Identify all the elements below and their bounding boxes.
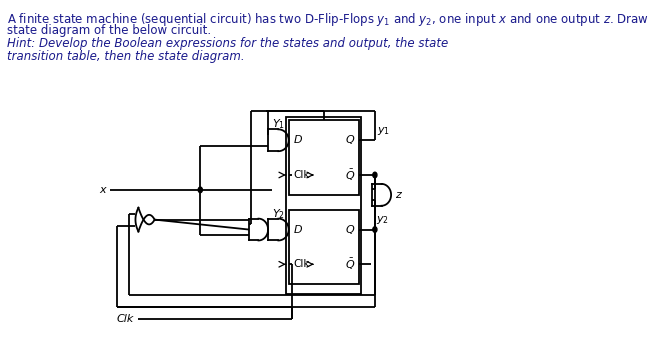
- Text: Clk: Clk: [294, 170, 310, 180]
- Text: $Y_2$: $Y_2$: [272, 207, 285, 220]
- Circle shape: [373, 172, 377, 178]
- Text: D: D: [294, 225, 302, 235]
- Text: $y_1$: $y_1$: [377, 125, 390, 137]
- Text: $\bar{Q}$: $\bar{Q}$: [345, 167, 356, 183]
- Text: Clk: Clk: [117, 314, 134, 324]
- Text: D: D: [294, 135, 302, 145]
- Text: $\bar{Q}$: $\bar{Q}$: [345, 257, 356, 272]
- Text: Q: Q: [345, 225, 354, 235]
- Text: z: z: [395, 190, 400, 200]
- Text: x: x: [99, 185, 106, 195]
- Text: Clk: Clk: [294, 259, 310, 269]
- Bar: [289, 210, 359, 284]
- Circle shape: [373, 227, 377, 232]
- Text: transition table, then the state diagram.: transition table, then the state diagram…: [7, 50, 245, 63]
- Text: $y_2$: $y_2$: [376, 214, 389, 226]
- Bar: [289, 120, 359, 195]
- Text: A finite state machine (sequential circuit) has two D-Flip-Flops $y_1$ and $y_2$: A finite state machine (sequential circu…: [7, 11, 649, 28]
- Text: state diagram of the below circuit.: state diagram of the below circuit.: [7, 24, 215, 37]
- Text: Q: Q: [345, 135, 354, 145]
- Text: $Y_1$: $Y_1$: [272, 118, 285, 131]
- Text: Hint: Develop the Boolean expressions for the states and output, the state: Hint: Develop the Boolean expressions fo…: [7, 37, 448, 50]
- Circle shape: [198, 187, 202, 193]
- Bar: [286, 117, 361, 294]
